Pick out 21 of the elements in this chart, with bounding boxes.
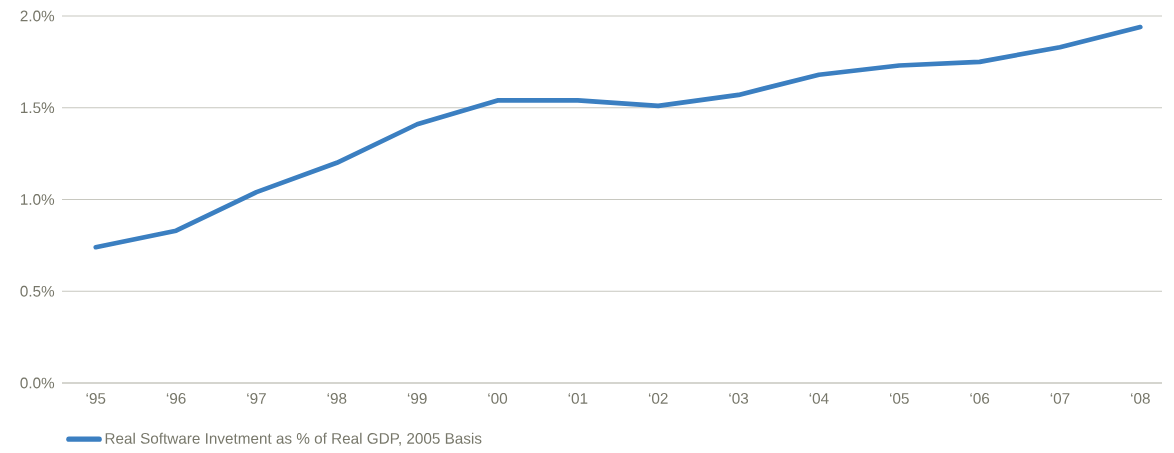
x-tick-label: ‘95 [86,393,106,404]
x-tick-label: ‘06 [970,393,990,404]
x-tick-label: ‘03 [729,393,749,404]
x-tick-label: ‘00 [488,393,508,404]
y-tick-label: 2.0% [20,10,55,22]
x-tick-label: ‘04 [809,393,829,404]
y-tick-label: 1.5% [21,102,55,114]
line-series [93,24,1143,250]
y-tick-label: 0.0% [20,377,55,389]
x-tick-label: ‘98 [327,393,347,404]
x-tick-label: ‘97 [247,393,266,404]
x-tick-label: ‘96 [166,393,186,404]
y-tick-label: 1.0% [21,194,55,205]
x-tick-label: ‘07 [1050,393,1070,404]
x-tick-label: ‘01 [568,393,588,404]
x-tick-label: ‘05 [890,393,909,404]
legend-label: Real Software Invetment as % of Real GDP, 2005 Basis [105,432,482,446]
y-tick-label: 0.5% [20,285,55,297]
x-tick-label: ‘99 [407,393,427,404]
x-tick-label: ‘08 [1131,393,1150,404]
x-tick-label: ‘02 [648,393,668,404]
